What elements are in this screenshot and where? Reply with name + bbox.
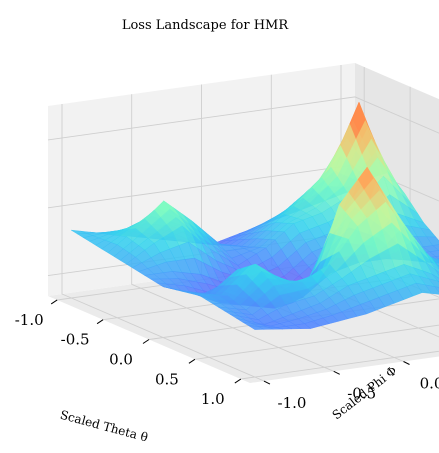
x-tick-mark	[188, 358, 196, 364]
x-tick-label: 1.0	[201, 390, 225, 408]
x-tick-mark	[142, 339, 150, 344]
x-tick-label: -0.5	[61, 331, 90, 349]
x-tick-label: -1.0	[15, 311, 44, 329]
y-tick-label: -1.0	[278, 394, 307, 412]
x-tick-mark	[234, 378, 242, 384]
surface-plot	[70, 101, 439, 330]
x-tick-mark	[50, 299, 58, 305]
chart-title: Loss Landscape for HMR	[122, 18, 289, 33]
y-tick-mark	[403, 361, 410, 365]
y-tick-mark	[333, 370, 340, 375]
x-tick-label: 0.5	[155, 370, 179, 388]
grid-line-x	[194, 324, 439, 360]
x-tick-label: 0.0	[109, 351, 133, 369]
grid-line-y	[131, 94, 334, 372]
grid-line-z	[47, 96, 439, 141]
grid-line-y	[61, 104, 265, 382]
y-tick-label: 0.0	[420, 375, 439, 393]
x-axis-label: Scaled Theta θ	[59, 408, 150, 445]
y-axis-label: Scaled Phi Φ	[330, 363, 400, 422]
grid-line-x	[240, 350, 439, 380]
surface-facet	[248, 325, 265, 330]
tick-labels: -1.0-0.50.00.51.0-1.0-0.50.00.51.0-0.8-0…	[15, 311, 439, 412]
axis-ticks	[50, 299, 410, 385]
y-tick-label: -0.5	[347, 384, 376, 402]
y-tick-mark	[263, 380, 271, 385]
x-tick-mark	[96, 319, 104, 325]
